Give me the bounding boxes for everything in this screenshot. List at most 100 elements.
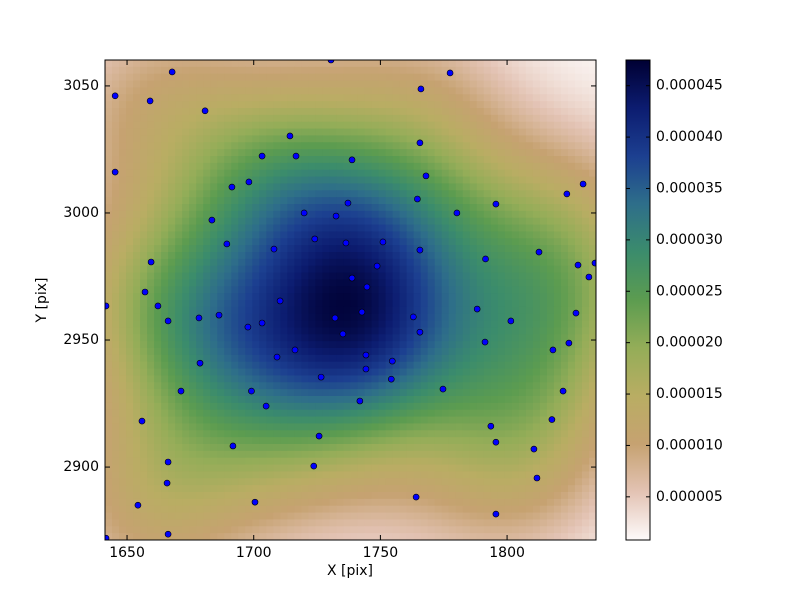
heatmap-cell [582,211,590,218]
heatmap-cell [245,60,253,67]
heatmap-cell [217,533,225,540]
heatmap-cell [533,513,541,520]
heatmap-cell [463,156,471,163]
heatmap-cell [231,458,239,465]
heatmap-cell [280,74,288,81]
heatmap-cell [182,314,190,321]
heatmap-cell [442,122,450,129]
heatmap-cell [365,533,373,540]
heatmap-cell [161,177,169,184]
heatmap-cell [463,238,471,245]
heatmap-cell [372,87,380,94]
heatmap-cell [189,471,197,478]
heatmap-cell [161,115,169,122]
heatmap-cell [519,108,527,115]
heatmap-cell [203,163,211,170]
heatmap-cell [456,67,464,74]
heatmap-cell [589,389,597,396]
heatmap-cell [547,231,555,238]
heatmap-cell [393,211,401,218]
heatmap-cell [119,218,127,225]
heatmap-cell [393,156,401,163]
heatmap-cell [266,410,274,417]
heatmap-cell [105,218,113,225]
heatmap-cell [343,190,351,197]
heatmap-cell [210,183,218,190]
heatmap-cell [217,170,225,177]
heatmap-cell [421,506,429,513]
heatmap-cell [351,444,359,451]
heatmap-cell [196,67,204,74]
heatmap-cell [287,492,295,499]
heatmap-cell [189,115,197,122]
heatmap-cell [421,218,429,225]
heatmap-cell [540,437,548,444]
heatmap-cell [519,526,527,533]
heatmap-cell [126,286,134,293]
heatmap-cell [168,87,176,94]
heatmap-cell [147,87,155,94]
heatmap-cell [329,266,337,273]
heatmap-cell [393,389,401,396]
heatmap-cell [259,526,267,533]
heatmap-cell [315,163,323,170]
heatmap-cell [470,396,478,403]
heatmap-cell [105,526,113,533]
heatmap-cell [470,471,478,478]
heatmap-cell [568,67,576,74]
heatmap-cell [491,533,499,540]
heatmap-cell [582,218,590,225]
heatmap-cell [568,485,576,492]
heatmap-cell [343,458,351,465]
heatmap-cell [568,101,576,108]
heatmap-cell [442,403,450,410]
heatmap-cell [407,163,415,170]
scatter-point [230,443,236,449]
heatmap-cell [407,293,415,300]
heatmap-cell [421,286,429,293]
heatmap-cell [112,67,120,74]
heatmap-cell [140,396,148,403]
heatmap-cell [498,94,506,101]
heatmap-cell [575,245,583,252]
heatmap-cell [126,197,134,204]
heatmap-cell [189,362,197,369]
heatmap-cell [449,526,457,533]
heatmap-cell [203,382,211,389]
heatmap-cell [266,273,274,280]
heatmap-cell [484,314,492,321]
heatmap-cell [154,231,162,238]
heatmap-cell [189,252,197,259]
heatmap-cell [119,478,127,485]
heatmap-cell [498,355,506,362]
heatmap-cell [259,492,267,499]
heatmap-cell [301,142,309,149]
heatmap-cell [189,238,197,245]
heatmap-cell [442,129,450,136]
heatmap-cell [343,163,351,170]
heatmap-cell [449,197,457,204]
heatmap-cell [119,190,127,197]
heatmap-cell [182,177,190,184]
heatmap-cell [315,183,323,190]
heatmap-cell [547,396,555,403]
heatmap-cell [442,533,450,540]
heatmap-cell [372,67,380,74]
heatmap-cell [147,60,155,67]
heatmap-cell [287,101,295,108]
heatmap-cell [175,156,183,163]
heatmap-cell [119,87,127,94]
heatmap-cell [428,135,436,142]
heatmap-cell [372,533,380,540]
heatmap-cell [308,293,316,300]
heatmap-cell [133,389,141,396]
heatmap-cell [386,122,394,129]
heatmap-cell [491,81,499,88]
heatmap-cell [343,506,351,513]
heatmap-cell [470,60,478,67]
heatmap-cell [512,526,520,533]
heatmap-cell [133,245,141,252]
heatmap-cell [238,417,246,424]
heatmap-cell [358,177,366,184]
heatmap-cell [533,197,541,204]
